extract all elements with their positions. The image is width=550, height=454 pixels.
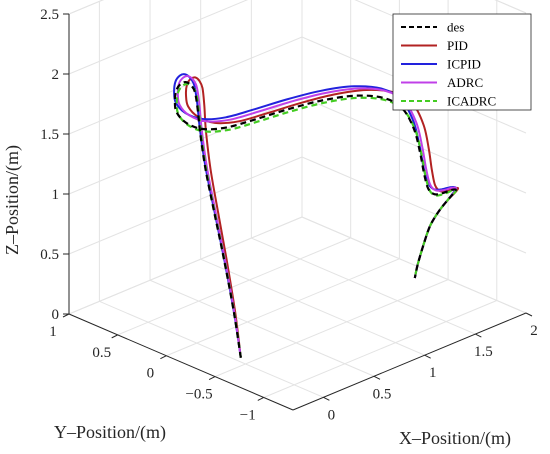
grid-line-wall-x-z [301,156,527,254]
grid-line-floor-x [200,258,425,356]
legend-label-pid: PID [447,38,468,53]
y-tick-label: −1 [240,407,256,423]
y-tick-label: 1 [49,324,57,340]
x-tick-mark [475,333,482,338]
y-axis-label: Y–Position/(m) [54,422,166,443]
x-tick-mark [373,375,381,380]
box-edge-top-x [494,0,527,14]
y-tick-mark [208,376,216,381]
grid-line-wall-x-z [494,0,527,14]
legend-label-icpid: ICPID [447,57,481,72]
series-line-des [173,80,457,358]
grid-line-floor-y [117,237,351,336]
x-tick-mark [424,354,431,359]
y-axis-line [68,313,294,411]
y-tick-label: −0.5 [185,387,212,403]
y-tick-mark [111,334,118,339]
y-tick-label: 0 [147,366,155,382]
grid-line-wall-x-z [301,96,527,194]
grid-line-wall-y-z [68,216,303,315]
z-tick-label: 0.5 [40,247,59,263]
z-tick-label: 2.5 [40,7,59,23]
x-tick-label: 2 [530,323,538,339]
grid-line-floor-x [251,237,476,335]
legend-label-des: des [447,20,464,35]
legend-label-adrc: ADRC [447,75,483,90]
grid-line-wall-y-z [68,0,104,15]
grid-line-floor-x [149,279,375,377]
legend-box [392,13,532,111]
legend: des PID ICPID ADRC ICADRC [392,13,532,111]
x-tick-label: 0.5 [373,386,392,402]
grid-line-floor-x [99,300,324,398]
series-layer [173,73,460,358]
grid-line-wall-y-z [68,36,303,135]
grid-line-floor-y [263,300,497,398]
x-axis-line [292,312,527,411]
x-tick-label: 1 [429,365,437,381]
box-edge-top-y [68,0,104,15]
legend-label-icadrc: ICADRC [447,94,496,109]
z-tick-label: 1.5 [40,127,59,143]
z-tick-label: 2 [52,67,60,83]
x-tick-label: 0 [328,407,336,423]
axis-layer: X–Position/(m) Y–Position/(m) Z–Position… [2,14,527,449]
grid-line-wall-y-z [68,0,249,75]
y-tick-mark [257,397,265,401]
y-tick-mark [160,355,167,360]
z-tick-label: 0 [52,307,60,323]
x-tick-mark [323,396,330,401]
x-tick-mark [525,312,533,317]
z-tick-label: 1 [52,187,60,203]
x-axis-label: X–Position/(m) [399,428,511,449]
y-tick-label: 0.5 [92,345,111,361]
grid-line-wall-x-z [301,216,527,314]
grid-line-wall-y-z [68,156,303,255]
z-axis-label: Z–Position/(m) [2,145,23,255]
grid-line-floor-y [214,279,449,378]
tick-layer: 0 0.5 1 1.5 2 1 0.5 0 −0.5 −1 0 0.5 1 1.5 2 2.5 [40,7,538,423]
grid-line-floor-y [166,258,400,357]
x-tick-label: 1.5 [474,344,493,360]
grid-line-wall-y-z [68,96,303,195]
